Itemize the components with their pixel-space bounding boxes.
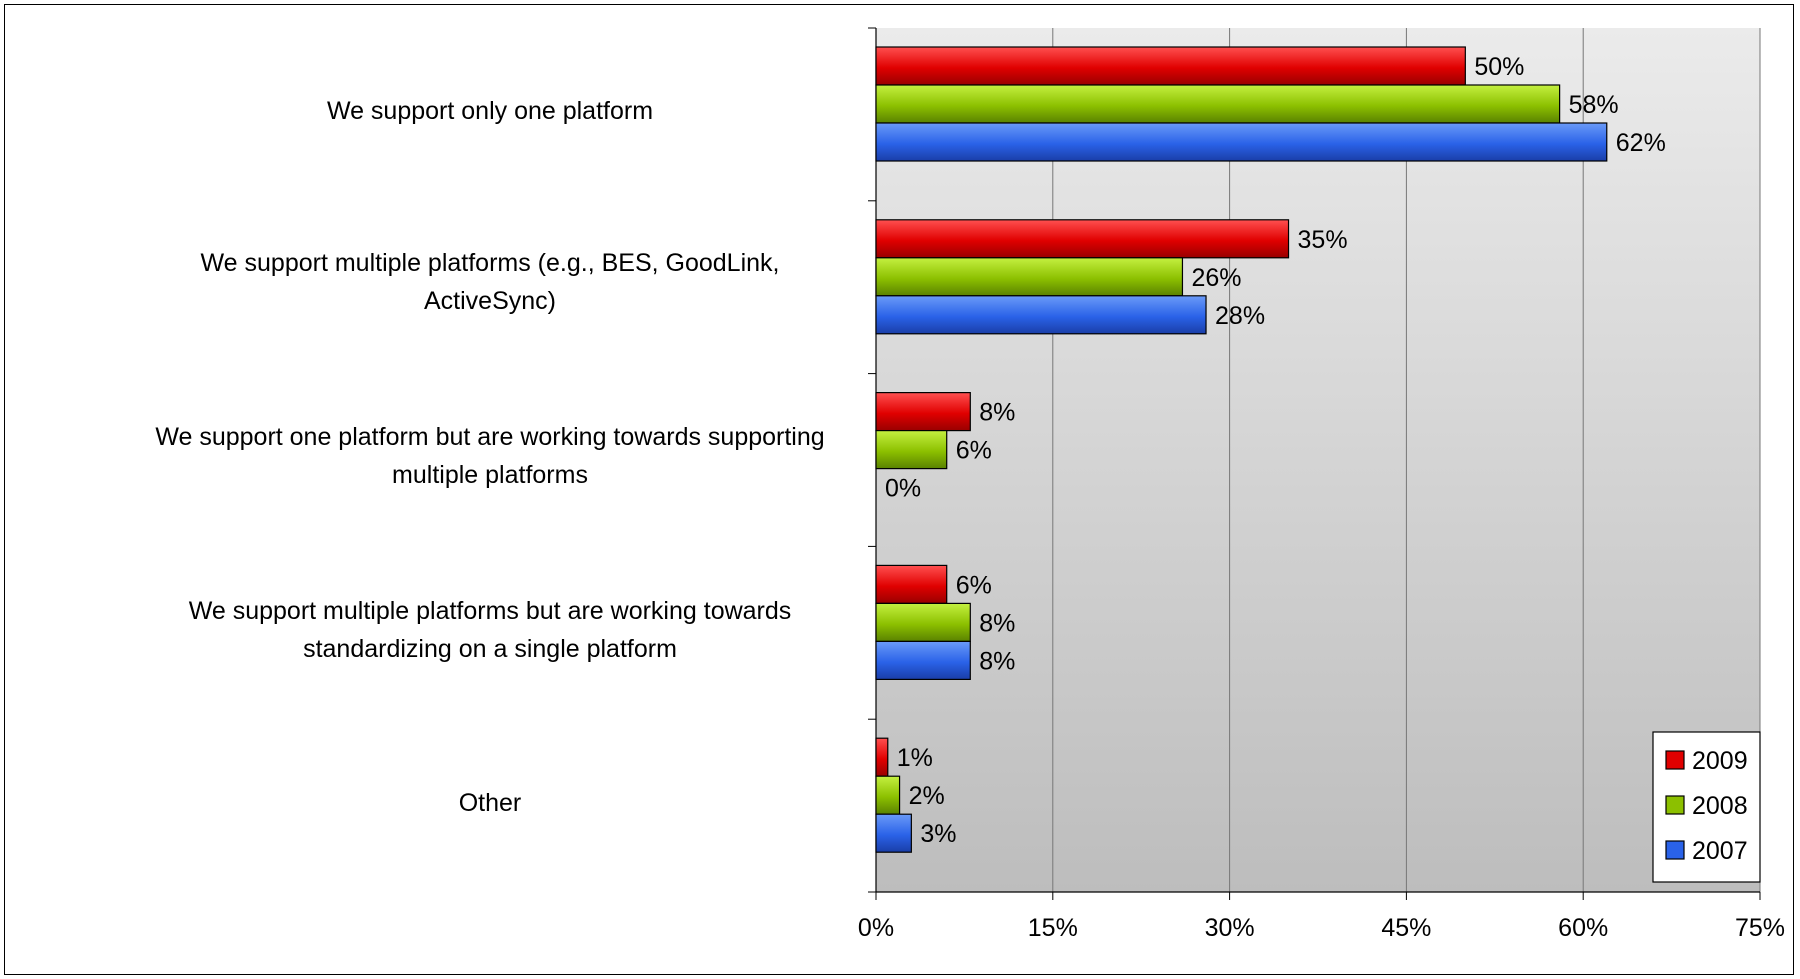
bar-2007 [875, 813, 912, 853]
value-label: 28% [1215, 302, 1265, 330]
value-label: 62% [1616, 129, 1666, 157]
category-label-line: We support multiple platforms but are wo… [188, 597, 792, 625]
legend-label: 2009 [1692, 747, 1748, 775]
value-label: 2% [909, 782, 945, 810]
category-label: We support multiple platforms but are wo… [120, 592, 860, 668]
value-label: 35% [1298, 226, 1348, 254]
category-label-line: Other [458, 789, 522, 817]
value-label: 8% [979, 609, 1015, 637]
legend-swatch-2007 [1665, 840, 1685, 860]
plot-area [876, 28, 1760, 892]
bar-2008 [875, 84, 1561, 124]
bars [875, 46, 1608, 853]
x-tick-label: 45% [1381, 914, 1431, 942]
value-label: 6% [956, 571, 992, 599]
legend-swatch-2008 [1665, 795, 1685, 815]
legend-swatch-2009 [1665, 750, 1685, 770]
value-labels: 50% 35% 8% 6% 1% 58% 26% 6% 8% 2% 62% 28% 0% 8% 3% [885, 53, 1666, 848]
category-label-line: standardizing on a single platform [303, 635, 677, 663]
category-label-line: We support one platform but are working … [155, 423, 825, 451]
x-tick-labels: 0% 15% 30% 45% 60% 75% [858, 914, 1785, 942]
bar-2009 [875, 737, 889, 777]
x-tick-label: 0% [858, 914, 894, 942]
category-label: Other [120, 784, 860, 822]
value-label: 8% [979, 647, 1015, 675]
value-label: 3% [920, 820, 956, 848]
value-label: 50% [1474, 53, 1524, 81]
bar-2008 [875, 602, 971, 643]
x-tick-label: 15% [1028, 914, 1078, 942]
category-label-line: multiple platforms [392, 461, 588, 489]
value-label: 1% [897, 744, 933, 772]
bar-2007 [875, 295, 1207, 335]
value-label: 0% [885, 475, 921, 503]
x-tick-label: 60% [1558, 914, 1608, 942]
x-tick-label: 75% [1735, 914, 1785, 942]
legend-label: 2007 [1692, 837, 1748, 865]
bar-2007 [875, 640, 971, 681]
legend: 2009 2008 2007 [1652, 731, 1761, 883]
value-label: 6% [956, 437, 992, 465]
category-label: We support one platform but are working … [120, 418, 860, 494]
bar-2008 [875, 430, 948, 470]
gridlines [1052, 28, 1761, 892]
category-label: We support only one platform [120, 92, 860, 130]
bar-2009 [875, 219, 1290, 259]
bar-2009 [875, 564, 948, 605]
category-label-line: We support multiple platforms (e.g., BES… [200, 249, 780, 277]
category-label-line: ActiveSync) [424, 287, 556, 315]
bar-2008 [875, 257, 1184, 297]
value-label: 8% [979, 399, 1015, 427]
value-label: 58% [1569, 91, 1619, 119]
x-tick-label: 30% [1205, 914, 1255, 942]
category-label-line: We support only one platform [326, 97, 654, 125]
bar-2009 [875, 392, 971, 432]
category-label: We support multiple platforms (e.g., BES… [120, 244, 860, 320]
value-label: 26% [1191, 264, 1241, 292]
bar-2009 [875, 46, 1466, 86]
bar-2008 [875, 775, 901, 815]
bar-2007 [875, 122, 1608, 162]
legend-label: 2008 [1692, 792, 1748, 820]
